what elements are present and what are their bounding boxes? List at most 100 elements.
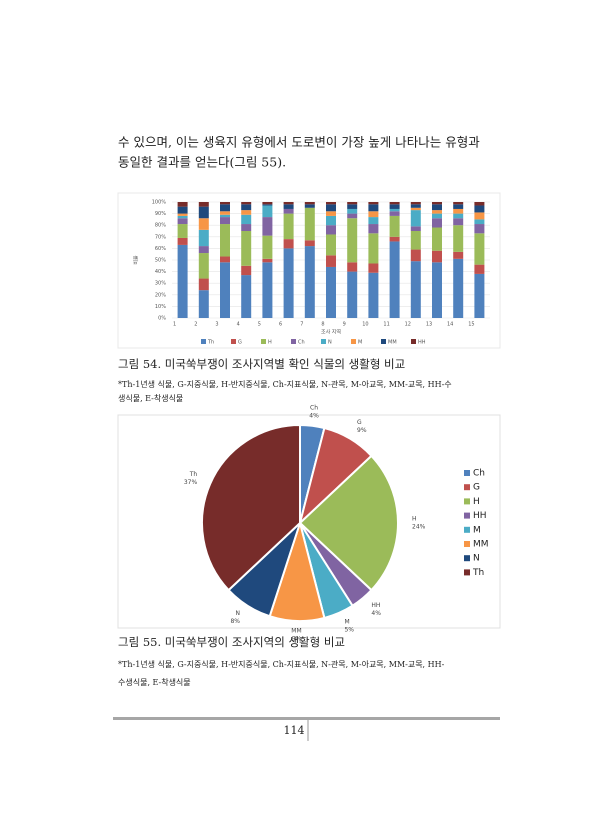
legend-swatch — [464, 569, 470, 576]
bar-segment — [241, 202, 252, 205]
x-tick-label: 2 — [194, 322, 197, 328]
x-axis-title: 조사 지역 — [321, 329, 341, 336]
bar-segment — [262, 217, 273, 236]
y-tick-label: 0% — [158, 316, 166, 322]
bar-segment — [198, 229, 209, 247]
bar-segment — [326, 234, 336, 256]
legend-label: H — [473, 497, 480, 507]
y-tick-label: 20% — [155, 292, 166, 298]
legend-label: M — [473, 525, 481, 535]
bar-segment — [220, 262, 230, 318]
bar-segment — [410, 207, 421, 211]
bar-segment — [432, 250, 442, 263]
bar-segment — [432, 213, 442, 219]
legend-swatch — [464, 555, 470, 562]
bar-segment — [432, 218, 442, 228]
bar-segment — [389, 208, 400, 212]
bar-segment — [283, 239, 294, 249]
bar-segment — [347, 213, 358, 219]
note: *Th-1년생 식물, G-지중식물, H-반지중식물, Ch-지표식물, N-… — [118, 379, 452, 389]
bar-segment — [241, 275, 252, 318]
x-tick-label: 12 — [405, 322, 411, 328]
bar-segment — [198, 290, 209, 318]
bar-segment — [220, 211, 230, 215]
bar-segment — [432, 262, 442, 318]
bar-segment — [410, 204, 421, 208]
body-line: 수 있으며, 이는 생육지 유형에서 도로변이 가장 높게 나타나는 유형과 — [118, 135, 480, 150]
bar-segment — [347, 271, 358, 318]
bar-segment — [241, 214, 252, 225]
bar-segment — [304, 207, 315, 241]
bar-segment — [177, 244, 188, 318]
x-tick-label: 8 — [321, 322, 324, 328]
bar-segment — [474, 219, 485, 225]
bar-segment — [410, 249, 421, 262]
bar-segment — [262, 262, 273, 318]
legend-swatch — [464, 512, 470, 519]
legend-swatch — [261, 339, 266, 344]
x-tick-label: 10 — [362, 322, 368, 328]
bar-segment — [326, 225, 336, 235]
bar-segment — [347, 208, 358, 214]
bar-segment — [220, 204, 230, 212]
x-tick-label: 15 — [468, 322, 474, 328]
bar-segment — [453, 204, 464, 209]
legend-swatch — [464, 526, 470, 533]
legend-swatch — [231, 339, 236, 344]
legend-swatch — [381, 339, 386, 344]
slice-value-label: 5% — [344, 626, 354, 633]
bar-segment — [304, 204, 315, 208]
y-axis-title: 비율 — [133, 255, 140, 265]
bar-segment — [283, 202, 294, 205]
bar-segment — [326, 255, 336, 267]
y-tick-label: 100% — [152, 200, 167, 206]
bar-segment — [198, 253, 209, 279]
legend-label: MM — [473, 540, 489, 550]
bar-segment — [453, 213, 464, 219]
slice-label: Ch — [310, 404, 318, 411]
bar-segment — [241, 224, 252, 231]
bar-segment — [241, 265, 252, 276]
bar-segment — [432, 202, 442, 205]
bar-segment — [262, 205, 273, 218]
bar-segment — [453, 208, 464, 214]
legend-label: N — [473, 554, 480, 564]
slice-label: MM — [291, 627, 301, 634]
bar-segment — [326, 211, 336, 216]
bar-segment — [220, 202, 230, 205]
bar-segment — [262, 235, 273, 259]
slice-value-label: 4% — [309, 412, 319, 419]
bar-segment — [262, 204, 273, 206]
bar-segment — [177, 218, 188, 225]
legend-label: Ch — [298, 340, 305, 346]
y-tick-label: 40% — [155, 269, 166, 275]
y-tick-label: 80% — [155, 223, 166, 229]
bar-segment — [177, 206, 188, 214]
legend-label: H — [268, 340, 272, 346]
bar-segment — [177, 237, 188, 245]
bar-segment — [326, 202, 336, 205]
legend-label: M — [358, 340, 362, 346]
bar-segment — [474, 264, 485, 274]
legend-label: N — [328, 340, 332, 346]
bar-segment — [474, 212, 485, 220]
caption: 그림 54. 미국쑥부쟁이 조사지역별 확인 식물의 생활형 비교 — [118, 357, 405, 371]
bar-segment — [410, 202, 421, 205]
bar-segment — [410, 226, 421, 231]
bar-segment — [368, 204, 379, 212]
bar-segment — [389, 211, 400, 216]
y-tick-label: 10% — [155, 304, 166, 310]
bar-segment — [177, 213, 188, 216]
x-tick-label: 11 — [383, 322, 389, 328]
slice-value-label: 8% — [230, 618, 240, 625]
legend-swatch — [201, 339, 206, 344]
x-tick-label: 9 — [343, 322, 346, 328]
bar-segment — [262, 258, 273, 263]
bar-segment — [453, 258, 464, 318]
bar-segment — [347, 204, 358, 209]
bar-segment — [410, 210, 421, 227]
bar-segment — [220, 224, 230, 257]
pie-slice — [201, 423, 301, 592]
legend-label: Th — [472, 568, 484, 578]
